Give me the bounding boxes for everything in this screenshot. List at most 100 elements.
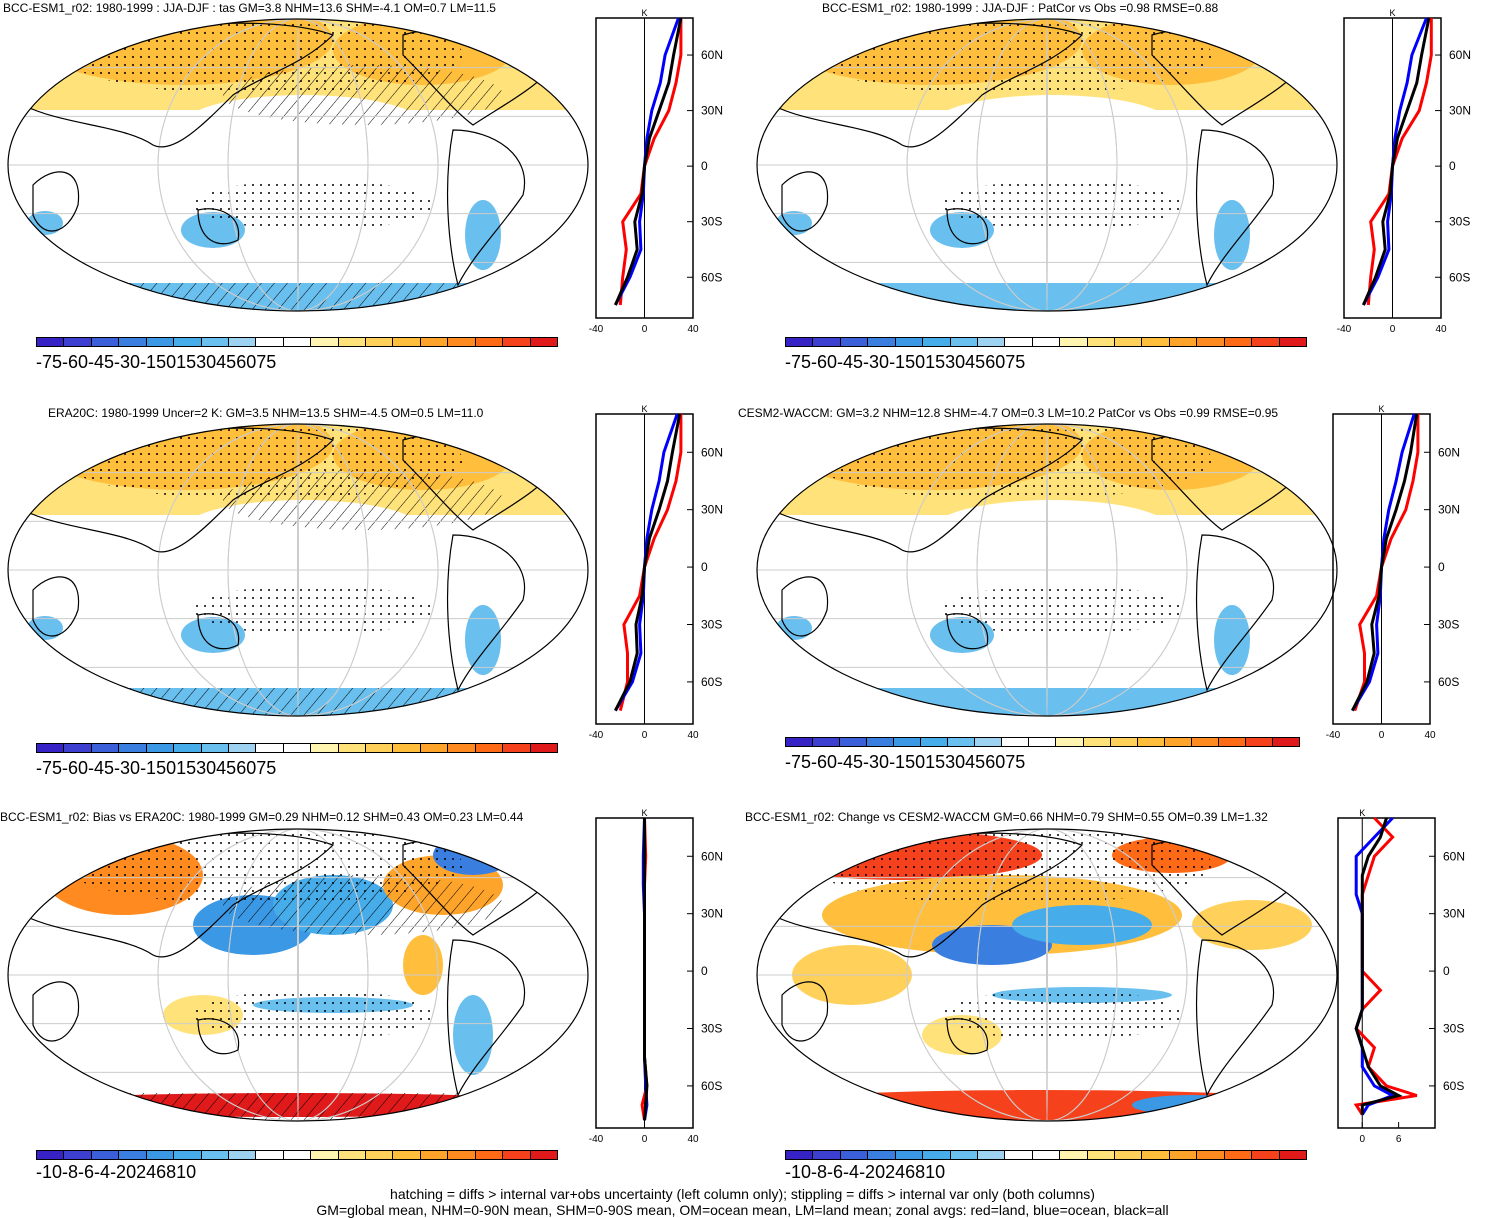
coastline: [32, 981, 80, 1042]
colorbar: [36, 1150, 558, 1160]
colorbar-swatch: [366, 744, 394, 752]
colorbar-swatch: [1252, 1151, 1280, 1159]
graticule-meridian: [906, 829, 1188, 1121]
colorbar-swatch: [1252, 338, 1280, 346]
colorbar-tick: -2: [859, 1162, 876, 1182]
lat-label: 0: [701, 560, 708, 574]
colorbar-swatch: [311, 338, 339, 346]
colorbar-swatch: [1137, 738, 1165, 746]
footer-line-1: hatching = diffs > internal var+obs unce…: [390, 1186, 1095, 1202]
colorbar-tick: 30: [196, 758, 217, 778]
lat-label: 60S: [701, 1079, 722, 1093]
lat-label: 60S: [1438, 675, 1459, 689]
colorbar-swatch: [64, 338, 92, 346]
zonal-series-all: [643, 818, 649, 1121]
colorbar-swatch: [366, 1151, 394, 1159]
coastline: [946, 1018, 989, 1055]
colorbar-tick: 45: [216, 758, 237, 778]
graticule-meridian: [227, 424, 369, 716]
colorbar-swatch: [338, 1151, 367, 1159]
colorbar-swatch: [1197, 1151, 1225, 1159]
colorbar-swatch: [975, 738, 1003, 746]
colorbar-tick: 75: [1005, 752, 1026, 772]
colorbar-swatch: [146, 1151, 175, 1159]
colorbar-tick: -60: [62, 352, 89, 372]
colorbar-tick: 30: [196, 352, 217, 372]
colorbar-swatch: [503, 338, 531, 346]
map-field: [757, 829, 1337, 1121]
colorbar-swatch: [201, 338, 229, 346]
colorbar-tick: -6: [78, 1162, 95, 1182]
colorbar-swatch: [338, 744, 367, 752]
colorbar-swatch: [283, 338, 312, 346]
coastline: [446, 939, 526, 1097]
colorbar-tick: 30: [945, 752, 966, 772]
colorbar-tick: 15: [176, 758, 197, 778]
stippling: [193, 585, 433, 635]
anomaly-region: [453, 995, 493, 1075]
colorbar-swatch: [228, 744, 257, 752]
stippling: [942, 180, 1182, 230]
colorbar-swatch: [174, 744, 202, 752]
colorbar-tick: -8: [62, 1162, 79, 1182]
colorbar-swatch: [895, 1151, 924, 1159]
colorbar-swatch: [894, 738, 922, 746]
unit-label: K: [642, 8, 648, 18]
unit-label: K: [1379, 404, 1385, 414]
colorbar-swatch: [1060, 338, 1088, 346]
colorbar-tick: -45: [837, 352, 864, 372]
colorbar-tick: -15: [889, 352, 916, 372]
lat-label: 30S: [701, 215, 722, 229]
colorbar-swatch: [420, 744, 449, 752]
x-tick-label: -40: [589, 324, 604, 335]
zonal-series-all: [1362, 17, 1431, 306]
lat-label: 30S: [1449, 215, 1470, 229]
colorbar-swatch: [146, 744, 175, 752]
colorbar-tick: 75: [256, 352, 277, 372]
anomaly-region: [1012, 905, 1152, 945]
colorbar-tick: 45: [216, 352, 237, 372]
colorbar-swatch: [475, 744, 504, 752]
colorbar-tick: 60: [236, 352, 257, 372]
colorbar-swatch: [840, 1151, 869, 1159]
graticule-meridian: [1046, 19, 1048, 311]
colorbar-tick: 45: [965, 352, 986, 372]
colorbar-swatch: [503, 744, 531, 752]
coastline: [32, 171, 80, 232]
zonal-avg-plot: K -40 0 40 60N 30N 0 30S 60S: [1337, 8, 1471, 335]
colorbar-swatch: [256, 1151, 284, 1159]
colorbar-tick: 4: [895, 1162, 906, 1182]
colorbar-tick: 15: [925, 352, 946, 372]
stippling: [193, 990, 433, 1040]
colorbar-tick: -45: [837, 752, 864, 772]
colorbar-swatch: [1083, 738, 1111, 746]
lat-label: 0: [1438, 560, 1445, 574]
hatching: [223, 65, 503, 125]
stippling: [942, 990, 1182, 1040]
colorbar-tick: 10: [925, 1162, 946, 1182]
colorbar-tick: 60: [985, 752, 1006, 772]
colorbar-tick: -60: [62, 758, 89, 778]
colorbar-swatch: [1169, 338, 1198, 346]
colorbar-swatch: [366, 338, 394, 346]
graticule-meridian: [297, 424, 299, 716]
lat-label: 30S: [701, 617, 722, 631]
x-tick-label: 0: [1379, 730, 1385, 741]
cold-region: [1214, 605, 1250, 675]
colorbar-swatch: [64, 1151, 92, 1159]
lat-label: 0: [701, 964, 708, 978]
colorbar-swatch: [283, 1151, 312, 1159]
colorbar-tick: -60: [811, 352, 838, 372]
colorbar-swatch: [37, 1151, 65, 1159]
map-border: [7, 828, 589, 1122]
colorbar-swatch: [119, 1151, 147, 1159]
lat-label: 30S: [1443, 1021, 1464, 1035]
map-panel-5: [7, 828, 589, 1122]
coastline: [946, 208, 989, 245]
unit-label: K: [1390, 8, 1396, 18]
anomaly-region: [1192, 900, 1312, 950]
colorbar-swatch: [1110, 738, 1138, 746]
colorbar-tick: -30: [863, 752, 890, 772]
coastline: [1195, 534, 1275, 692]
zonal-avg-plot: K 0 6 60N 30N 0 30S 60S: [1337, 808, 1465, 1145]
